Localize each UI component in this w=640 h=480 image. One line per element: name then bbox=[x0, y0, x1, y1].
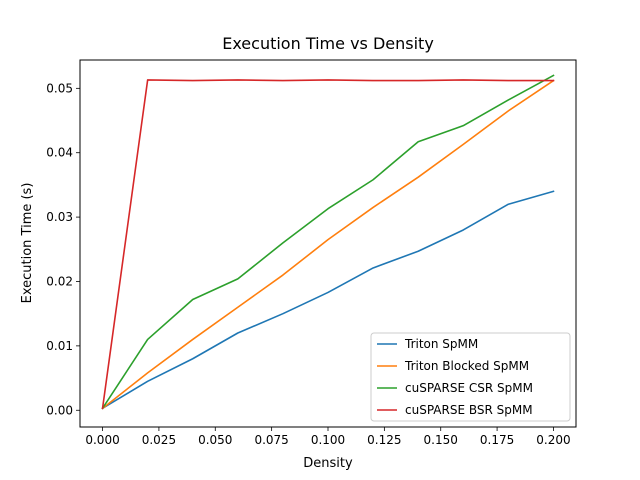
axes-frame bbox=[79, 59, 577, 428]
x-tick-label: 0.125 bbox=[367, 433, 401, 447]
y-axis-label: Execution Time (s) bbox=[20, 183, 35, 304]
series-line-2 bbox=[101, 79, 555, 410]
legend-label: cuSPARSE CSR SpMM bbox=[405, 381, 533, 395]
x-tick-label: 0.100 bbox=[311, 433, 345, 447]
x-tick-label: 0.025 bbox=[142, 433, 176, 447]
x-tick-label: 0.000 bbox=[85, 433, 119, 447]
y-tick-label: 0.02 bbox=[46, 274, 73, 288]
series-line-1 bbox=[101, 190, 555, 410]
series-layer bbox=[101, 74, 555, 410]
chart-title: Execution Time vs Density bbox=[222, 34, 434, 53]
series-line-3 bbox=[101, 74, 555, 410]
ticks-layer: 0.000 0.025 0.050 0.075 0.100 0.125 0.150 0.175… bbox=[46, 81, 570, 447]
legend-label: cuSPARSE BSR SpMM bbox=[405, 403, 533, 417]
legend-label: Triton SpMM bbox=[404, 337, 478, 351]
legend-box bbox=[370, 332, 571, 422]
x-tick-label: 0.050 bbox=[198, 433, 232, 447]
x-tick-label: 0.175 bbox=[480, 433, 514, 447]
y-tick-label: 0.00 bbox=[46, 403, 73, 417]
legend: Triton SpMM Triton Blocked SpMM cuSPARSE C… bbox=[370, 332, 571, 422]
x-axis-label: Density bbox=[303, 456, 353, 471]
x-tick-label: 0.075 bbox=[254, 433, 288, 447]
y-tick-label: 0.03 bbox=[46, 210, 73, 224]
x-tick-label: 0.150 bbox=[424, 433, 458, 447]
y-tick-label: 0.04 bbox=[46, 146, 73, 160]
series-line-4 bbox=[101, 79, 555, 410]
x-tick-label: 0.200 bbox=[536, 433, 570, 447]
legend-label: Triton Blocked SpMM bbox=[404, 359, 529, 373]
y-tick-label: 0.05 bbox=[46, 81, 73, 95]
y-tick-label: 0.01 bbox=[46, 339, 73, 353]
